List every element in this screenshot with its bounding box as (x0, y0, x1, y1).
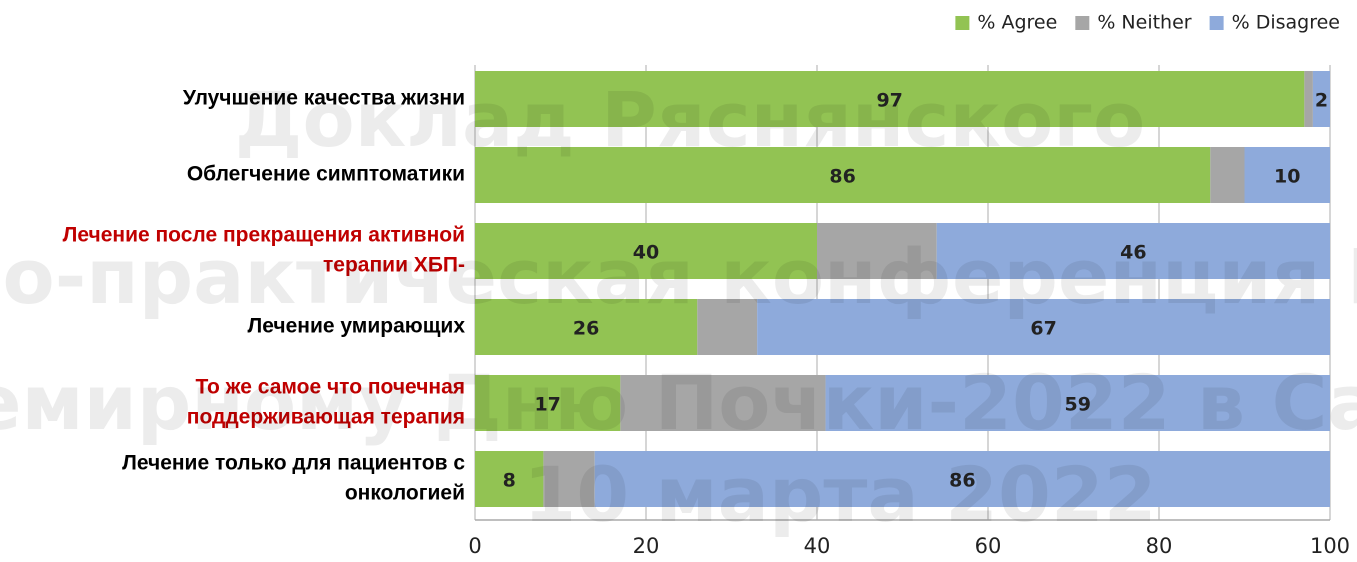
legend-label: % Neither (1097, 12, 1191, 34)
legend-label: % Disagree (1232, 12, 1340, 34)
bar-segment (620, 375, 826, 431)
data-label: 10 (1274, 166, 1300, 188)
bar-segment (475, 451, 544, 507)
data-label: 17 (534, 394, 560, 416)
watermark: Доклад Ряснянского (235, 75, 1145, 164)
data-label: 2 (1315, 90, 1328, 112)
legend-swatch (1075, 16, 1090, 30)
data-label: 86 (829, 166, 855, 188)
category-label: онкологией (345, 482, 465, 505)
bar-segment (475, 299, 698, 355)
category-label: Лечение только для пациентов с (122, 452, 465, 475)
category-label: терапии ХБП- (323, 254, 465, 277)
bar-segment (697, 299, 758, 355)
bar-segment (1312, 71, 1330, 127)
data-label: 59 (1065, 394, 1091, 416)
bar-segment (1244, 147, 1330, 203)
bar-segment (817, 223, 937, 279)
bar-segment (1304, 71, 1313, 127)
legend-label: % Agree (977, 12, 1057, 34)
category-label: Лечение после прекращения активной (63, 224, 465, 247)
bar-segment (475, 71, 1305, 127)
watermark: 10 марта 2022 (523, 450, 1156, 539)
bar-segment (475, 223, 817, 279)
bar-segment (936, 223, 1330, 279)
data-label: 86 (949, 470, 975, 492)
bar-segment (757, 299, 1330, 355)
x-tick-label: 0 (468, 534, 481, 558)
category-label: Лечение умирающих (248, 315, 466, 338)
bar-segment (825, 375, 1330, 431)
bar-segment (1210, 147, 1245, 203)
x-tick-label: 60 (975, 534, 1002, 558)
bar-segment (594, 451, 1330, 507)
watermark: но-практическая конференция Р (0, 232, 1357, 321)
data-label: 67 (1030, 318, 1056, 340)
x-tick-label: 20 (633, 534, 660, 558)
x-tick-label: 40 (804, 534, 831, 558)
x-tick-label: 80 (1146, 534, 1173, 558)
category-label: Улучшение качества жизни (183, 87, 465, 110)
category-label: То же самое что почечная (195, 376, 465, 399)
data-label: 26 (573, 318, 599, 340)
legend-swatch (955, 16, 970, 30)
bar-segment (475, 375, 621, 431)
category-label: Облегчение симптоматики (187, 163, 465, 186)
x-tick-label: 100 (1310, 534, 1350, 558)
bar-segment (475, 147, 1211, 203)
category-label: поддерживающая терапия (187, 406, 465, 429)
legend-swatch (1209, 16, 1224, 30)
data-label: 46 (1120, 242, 1146, 264)
data-label: 97 (876, 90, 902, 112)
watermark: емирному Дню Почки-2022 в Са (0, 358, 1357, 447)
bar-segment (543, 451, 595, 507)
data-label: 40 (633, 242, 659, 264)
data-label: 8 (503, 470, 516, 492)
